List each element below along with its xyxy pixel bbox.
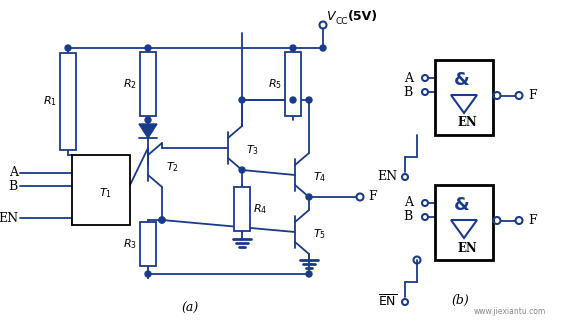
- Circle shape: [290, 97, 296, 103]
- Text: $R_1$: $R_1$: [43, 95, 57, 108]
- Circle shape: [145, 45, 151, 51]
- Text: B: B: [404, 85, 413, 99]
- Text: EN: EN: [377, 171, 397, 183]
- Bar: [140, 222, 156, 266]
- Circle shape: [159, 217, 165, 223]
- Circle shape: [239, 167, 245, 173]
- Circle shape: [145, 117, 151, 123]
- Text: $\overline{\mathrm{EN}}$: $\overline{\mathrm{EN}}$: [378, 294, 397, 310]
- Text: $R_4$: $R_4$: [253, 202, 267, 216]
- Text: (5V): (5V): [348, 10, 378, 23]
- Text: (a): (a): [181, 301, 199, 315]
- Text: EN: EN: [0, 212, 18, 225]
- Text: www.jiexiantu.com: www.jiexiantu.com: [474, 308, 546, 316]
- Text: CC: CC: [336, 17, 349, 26]
- Circle shape: [290, 45, 296, 51]
- Text: F: F: [368, 190, 377, 204]
- Text: &: &: [454, 71, 470, 89]
- Text: $T_4$: $T_4$: [313, 170, 326, 184]
- Text: B: B: [404, 211, 413, 223]
- Text: A: A: [404, 196, 413, 210]
- Bar: [435, 60, 493, 135]
- Text: $T_3$: $T_3$: [246, 143, 259, 157]
- Polygon shape: [451, 95, 477, 113]
- Text: EN: EN: [457, 242, 477, 254]
- Bar: [60, 53, 76, 150]
- Circle shape: [65, 45, 71, 51]
- Text: $T_5$: $T_5$: [313, 227, 326, 241]
- Bar: [72, 155, 130, 225]
- Text: F: F: [528, 214, 536, 227]
- Text: EN: EN: [457, 116, 477, 130]
- Text: A: A: [404, 71, 413, 84]
- Bar: [285, 52, 301, 116]
- Text: $R_3$: $R_3$: [123, 237, 137, 251]
- Circle shape: [320, 45, 326, 51]
- Text: $T_2$: $T_2$: [166, 160, 179, 174]
- Polygon shape: [451, 220, 477, 238]
- Text: &: &: [454, 196, 470, 214]
- Circle shape: [159, 217, 165, 223]
- Circle shape: [306, 97, 312, 103]
- Bar: [234, 188, 250, 231]
- Circle shape: [145, 271, 151, 277]
- Text: $R_5$: $R_5$: [268, 77, 282, 91]
- Bar: [140, 52, 156, 116]
- Text: $V$: $V$: [326, 10, 338, 23]
- Text: B: B: [9, 180, 18, 193]
- Polygon shape: [139, 124, 157, 138]
- Text: A: A: [9, 166, 18, 180]
- Bar: [435, 185, 493, 260]
- Circle shape: [306, 271, 312, 277]
- Circle shape: [306, 194, 312, 200]
- Circle shape: [239, 97, 245, 103]
- Text: $R_2$: $R_2$: [123, 77, 137, 91]
- Text: (b): (b): [451, 293, 469, 307]
- Text: F: F: [528, 89, 536, 102]
- Text: $T_1$: $T_1$: [99, 186, 112, 200]
